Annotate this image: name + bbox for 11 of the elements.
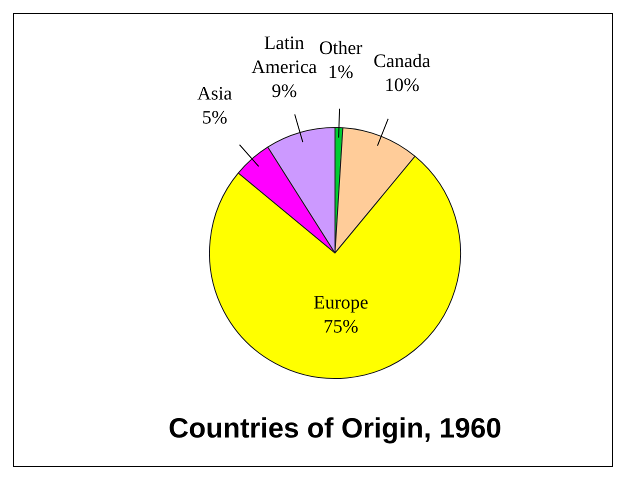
data-label: 5% <box>202 107 228 128</box>
data-label: 9% <box>272 81 298 102</box>
slice-label: Canada <box>373 50 432 72</box>
slice-label: Latin America <box>252 33 318 78</box>
slice-label: Europe <box>313 292 368 314</box>
data-label: 75% <box>323 316 358 338</box>
data-label: 1% <box>328 62 354 84</box>
data-label: 10% <box>384 74 420 96</box>
slice-label: Asia <box>197 83 233 104</box>
text: Countries of Origin, 1960 <box>168 412 502 444</box>
slice-label: Other <box>319 38 364 60</box>
